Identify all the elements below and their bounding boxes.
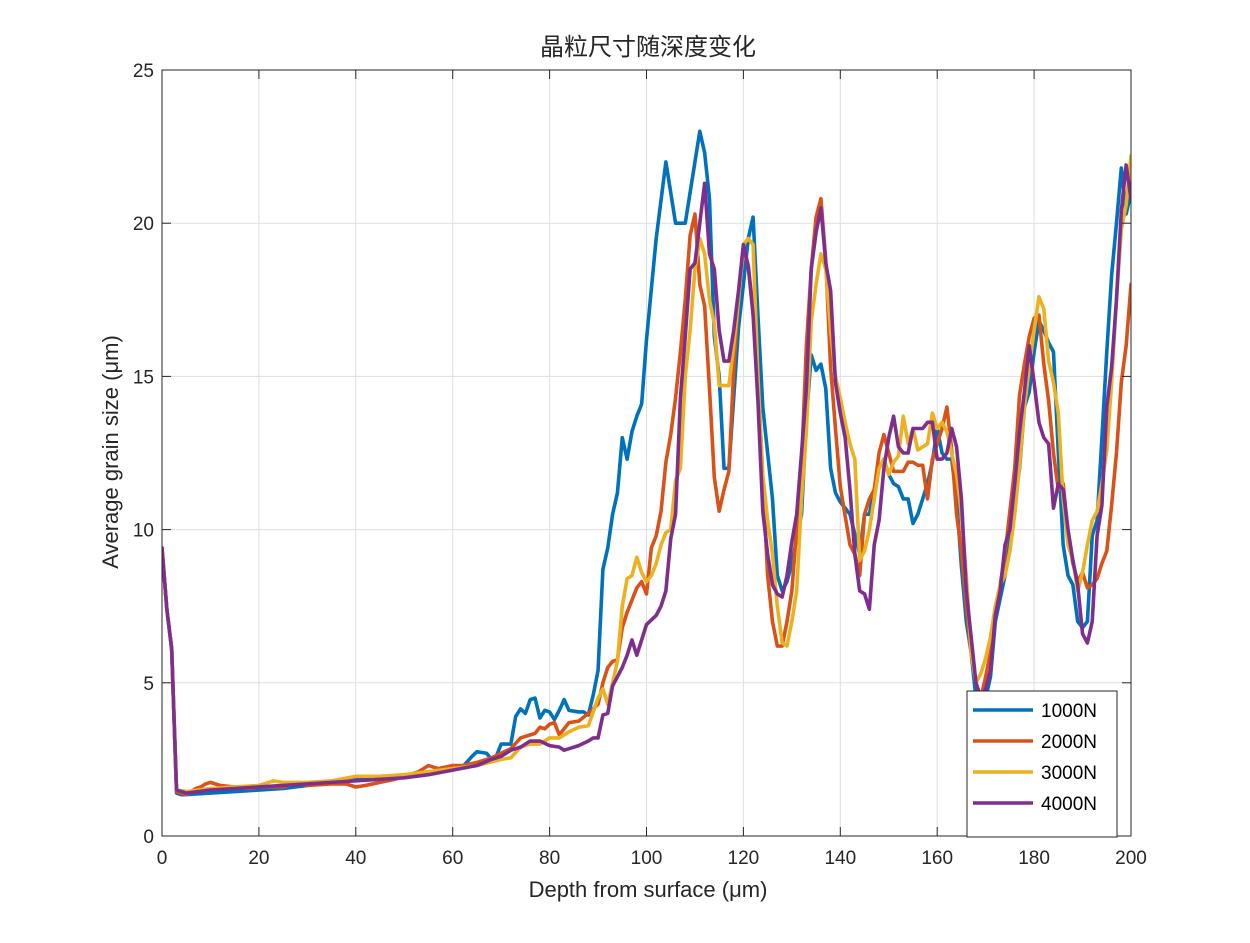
y-tick-label: 0 <box>143 827 154 848</box>
series-line-3000N <box>162 153 1131 794</box>
y-tick-label: 20 <box>133 214 154 235</box>
x-tick-label: 20 <box>248 848 269 869</box>
plot-area <box>162 129 1131 797</box>
legend: 1000N 2000N 3000N 4000N <box>966 690 1118 838</box>
y-tick-label: 5 <box>143 674 154 695</box>
axes: 0 20 40 60 80 100 120 140 160 180 200 0 5 10 15 20 25 <box>133 61 1147 869</box>
x-tick-label: 80 <box>539 848 560 869</box>
y-tick-label: 25 <box>133 61 154 82</box>
x-tick-label: 120 <box>728 848 760 869</box>
chart-title: 晶粒尺寸随深度变化 <box>540 33 756 61</box>
x-tick-label: 100 <box>631 848 663 869</box>
series-line-4000N <box>162 163 1131 795</box>
y-tick-label: 10 <box>133 521 154 542</box>
legend-label-3000N: 3000N <box>1041 763 1097 784</box>
legend-label-1000N: 1000N <box>1041 701 1097 722</box>
x-tick-label: 0 <box>157 848 168 869</box>
x-tick-label: 180 <box>1018 848 1050 869</box>
x-tick-label: 60 <box>442 848 463 869</box>
x-tick-label: 40 <box>345 848 366 869</box>
x-tick-label: 140 <box>824 848 856 869</box>
legend-box <box>966 690 1118 838</box>
x-axis-title: Depth from surface (μm) <box>529 877 768 902</box>
y-tick-label: 15 <box>133 367 154 388</box>
legend-label-2000N: 2000N <box>1041 732 1097 753</box>
legend-label-4000N: 4000N <box>1041 794 1097 815</box>
x-tick-label: 200 <box>1115 848 1147 869</box>
x-tick-label: 160 <box>921 848 953 869</box>
y-axis-title: Average grain size (μm) <box>98 335 123 569</box>
